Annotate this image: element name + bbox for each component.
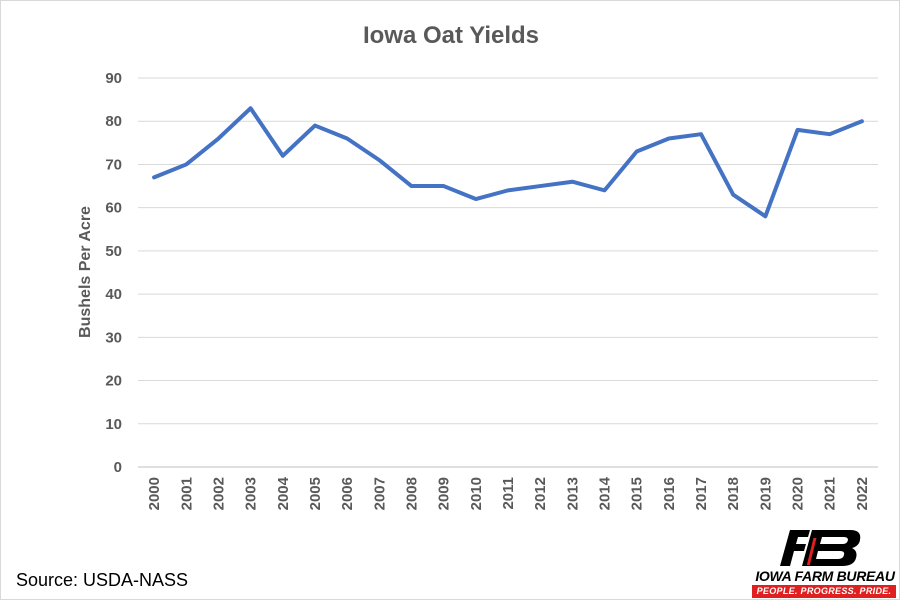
y-tick-label: 20 (105, 373, 122, 390)
fb-mark-icon (780, 530, 861, 566)
x-tick-label: 2007 (371, 477, 388, 510)
x-tick-label: 2019 (757, 477, 774, 510)
y-tick-label: 0 (114, 459, 122, 476)
series-line (152, 106, 864, 219)
x-tick-label: 2001 (178, 477, 195, 510)
x-tick-label: 2018 (725, 477, 742, 510)
x-tick-label: 2016 (661, 477, 678, 510)
logo-tagline: PEOPLE. PROGRESS. PRIDE. (752, 585, 896, 598)
y-tick-label: 70 (105, 156, 122, 173)
x-tick-label: 2002 (210, 477, 227, 510)
x-tick-label: 2010 (468, 477, 485, 510)
x-tick-label: 2022 (854, 477, 871, 510)
x-tick-label: 2006 (339, 477, 356, 510)
x-tick-label: 2011 (500, 477, 517, 510)
y-tick-label: 50 (105, 243, 122, 260)
y-axis-label: Bushels Per Acre (77, 206, 94, 338)
chart-title: Iowa Oat Yields (363, 22, 539, 49)
y-tick-label: 30 (105, 329, 122, 346)
x-axis-ticks: 2000 2001 2002 2003 2004 2005 2006 2007 2008 2009… (146, 476, 871, 510)
gridlines (138, 77, 878, 468)
y-tick-label: 10 (105, 416, 122, 433)
x-tick-label: 2014 (597, 476, 614, 510)
logo-name: IOWA FARM BUREAU (755, 568, 895, 584)
x-tick-label: 2017 (693, 477, 710, 510)
x-tick-label: 2021 (822, 477, 839, 510)
y-tick-label: 90 (105, 70, 122, 87)
x-tick-label: 2013 (564, 477, 581, 510)
x-tick-label: 2020 (790, 477, 807, 510)
source-note: Source: USDA-NASS (16, 570, 189, 590)
x-tick-label: 2005 (307, 477, 324, 510)
y-tick-label: 40 (105, 286, 122, 303)
y-tick-label: 60 (105, 200, 122, 217)
x-tick-label: 2000 (146, 477, 163, 510)
x-tick-label: 2004 (275, 476, 292, 510)
x-tick-label: 2008 (403, 477, 420, 510)
y-axis-ticks: 0 10 20 30 40 50 60 70 80 90 (105, 70, 122, 476)
iowa-farm-bureau-logo: IOWA FARM BUREAU PEOPLE. PROGRESS. PRIDE… (750, 528, 900, 600)
x-tick-label: 2015 (629, 477, 646, 510)
x-tick-label: 2009 (436, 477, 453, 510)
x-tick-label: 2012 (532, 477, 549, 510)
y-tick-label: 80 (105, 113, 122, 130)
x-tick-label: 2003 (243, 477, 260, 510)
series-group (152, 106, 864, 219)
